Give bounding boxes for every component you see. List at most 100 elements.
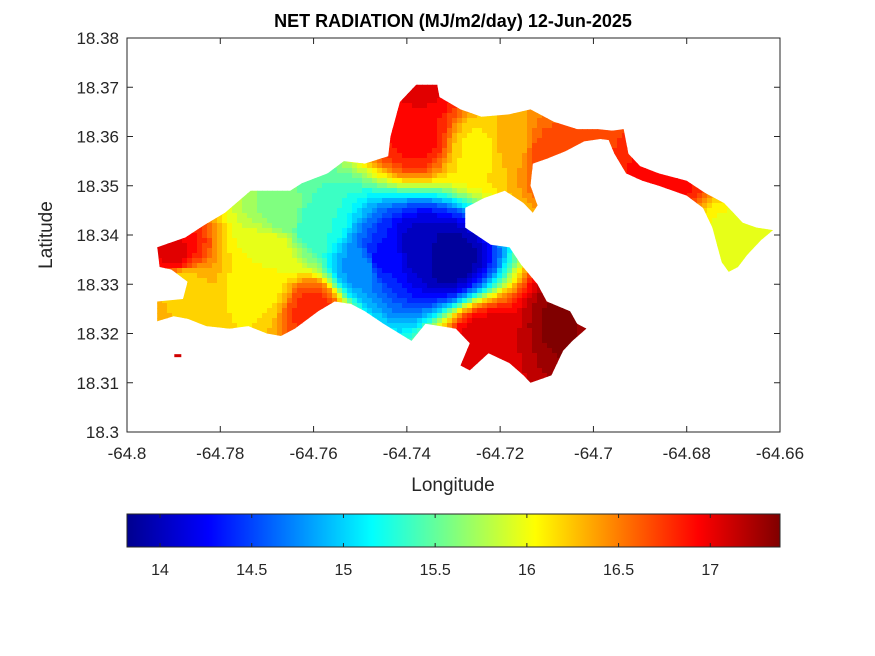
heat-cell [552,143,558,149]
heat-cell [462,138,468,144]
heat-cell [397,223,403,229]
heat-cell [242,218,248,224]
heat-cell [527,173,533,179]
heat-cell [267,218,273,224]
heat-cell [627,158,633,164]
heat-cell [412,93,418,99]
heat-cell [212,223,218,229]
heat-cell [447,168,453,174]
heat-cell [307,223,313,229]
heat-cell [202,228,208,234]
heat-cell [367,178,373,184]
heat-cell [397,183,403,189]
heat-cell [547,123,553,129]
heat-cell [432,93,438,99]
heat-cell [392,188,398,194]
heat-cell [457,208,463,214]
heat-cell [387,153,393,159]
heat-cell [367,203,373,209]
heat-cell [422,163,428,169]
heat-cell [457,223,463,229]
heat-cell [417,108,423,114]
heat-cell [427,123,433,129]
heat-cell [482,173,488,179]
heat-cell [432,208,438,214]
heat-cell [432,84,438,89]
heat-cell [457,173,463,179]
heat-cell [347,163,353,169]
heat-cell [342,203,348,209]
heat-cell [377,178,383,184]
heat-cell [437,188,443,194]
heat-cell [397,133,403,139]
heat-cell [427,93,433,99]
heat-cell [527,133,533,139]
heat-cell [502,118,508,124]
heat-cell [552,133,558,139]
heat-cell [417,93,423,99]
heat-cell [327,218,333,224]
heat-cell [427,188,433,194]
heat-cell [732,223,738,229]
heat-cell [342,188,348,194]
heat-cell [342,208,348,214]
heat-cell [682,178,688,184]
heat-cell [262,223,268,229]
heat-cell [522,153,528,159]
heat-cell [427,203,433,209]
heat-cell [617,128,623,134]
heat-cell [282,198,288,204]
heat-cell [282,193,288,199]
heat-cell [497,158,503,164]
heat-cell [517,153,523,159]
heat-cell [317,188,323,194]
heat-cell [267,203,273,209]
heat-cell [387,223,393,229]
heat-cell [392,148,398,154]
heat-cell [427,173,433,179]
heat-cell [492,113,498,119]
heat-cell [382,208,388,214]
heat-cell [402,103,408,109]
heat-cell [387,218,393,224]
heat-cell [357,208,363,214]
heat-cell [447,123,453,129]
heat-cell [462,188,468,194]
heat-cell [512,133,518,139]
heat-cell [347,178,353,184]
heat-cell [277,208,283,214]
heat-cell [402,218,408,224]
heat-cell [392,208,398,214]
heat-cell [447,213,453,219]
heat-cell [257,213,263,219]
heat-cell [432,88,438,94]
heat-cell [507,138,513,144]
heat-cell [622,163,628,169]
heat-cell [372,188,378,194]
heat-cell [502,133,508,139]
heat-cell [447,208,453,214]
heat-cell [372,203,378,209]
heat-cell [432,128,438,134]
heat-cell [462,133,468,139]
heat-cell [487,168,493,174]
heat-cell [427,163,433,169]
heat-cell [392,223,398,229]
heat-cell [557,148,563,154]
heat-cell [522,198,528,204]
heat-cell [512,188,518,194]
heat-cell [472,163,478,169]
heat-cell [517,133,523,139]
heat-cell [527,183,533,189]
heat-cell [432,158,438,164]
heat-cell [337,213,343,219]
heat-cell [242,198,248,204]
heat-cell [427,128,433,134]
heat-cell [282,188,288,194]
heat-cell [422,123,428,129]
heat-cell [362,213,368,219]
heat-cell [297,183,303,189]
heat-cell [212,218,218,224]
heat-cell [447,148,453,154]
heat-cell [437,153,443,159]
